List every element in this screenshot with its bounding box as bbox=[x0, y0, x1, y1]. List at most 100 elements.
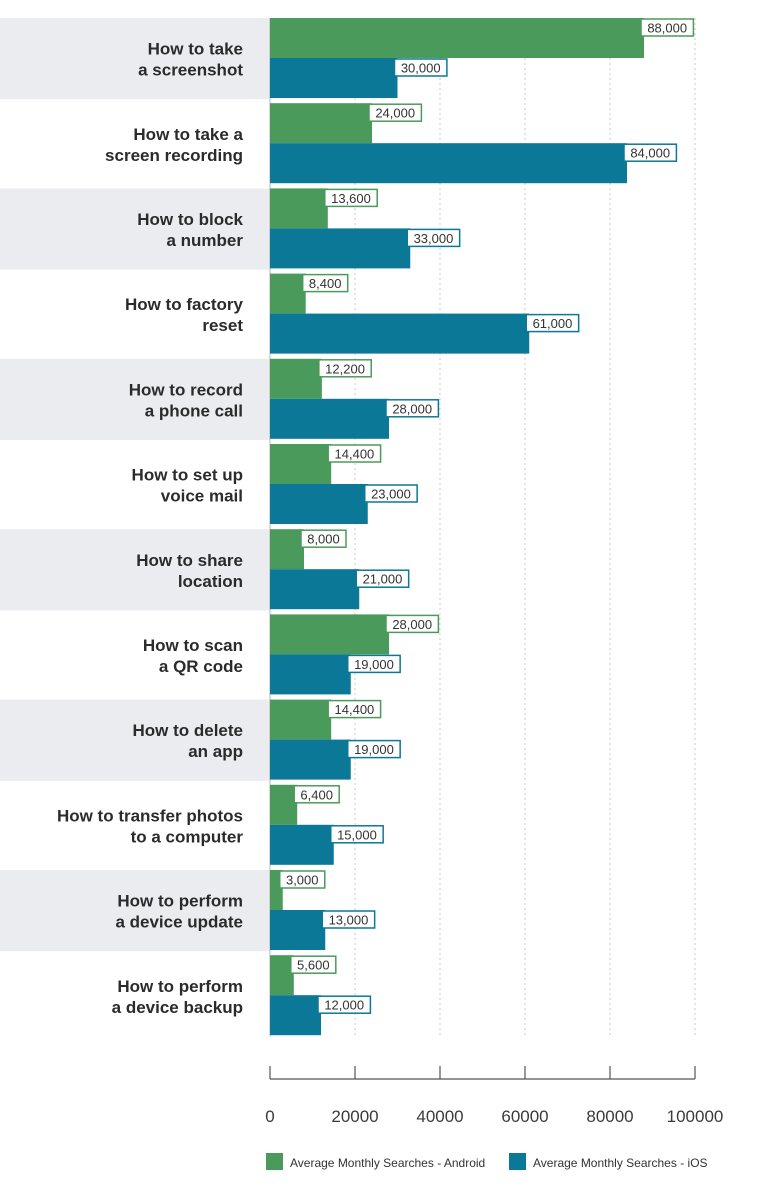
data-label: 5,600 bbox=[297, 958, 330, 973]
x-axis: 0 20000 40000 60000 80000 100000 bbox=[265, 1066, 723, 1126]
category-labels: How to take a screenshot How to take a scre… bbox=[57, 40, 244, 1017]
data-label-box bbox=[385, 614, 440, 634]
bar bbox=[270, 955, 294, 996]
category-label: How to perform bbox=[117, 892, 243, 911]
x-tick-label: 20000 bbox=[331, 1107, 378, 1126]
bars: 88,000 30,000 24,000 84,000 13,600 33,000 8,40… bbox=[270, 18, 695, 1036]
data-label-box bbox=[368, 103, 423, 122]
data-label: 12,200 bbox=[325, 361, 365, 376]
category-band bbox=[0, 870, 270, 952]
category-label: an app bbox=[188, 742, 243, 761]
data-label-box bbox=[525, 313, 580, 333]
category-label: How to scan bbox=[143, 636, 243, 655]
data-label: 8,400 bbox=[309, 276, 342, 291]
data-label-box bbox=[393, 58, 448, 77]
bar bbox=[270, 358, 322, 399]
category-label: a screenshot bbox=[138, 61, 243, 80]
bar bbox=[270, 529, 304, 570]
category-label: How to delete bbox=[132, 721, 243, 740]
data-label: 24,000 bbox=[375, 106, 415, 121]
data-label: 61,000 bbox=[533, 316, 573, 331]
category-label: How to perform bbox=[117, 977, 243, 996]
category-label: a QR code bbox=[159, 657, 243, 676]
data-label: 14,400 bbox=[335, 447, 375, 462]
category-label: location bbox=[178, 572, 243, 591]
bar bbox=[270, 273, 306, 314]
category-label: How to share bbox=[136, 551, 243, 570]
category-label: screen recording bbox=[105, 146, 243, 165]
data-label-box bbox=[300, 529, 347, 548]
data-label-box bbox=[347, 739, 401, 759]
category-band bbox=[0, 358, 270, 440]
data-label: 19,000 bbox=[354, 657, 394, 672]
data-label: 21,000 bbox=[363, 572, 403, 587]
category-band bbox=[0, 18, 270, 100]
x-tick-label: 60000 bbox=[501, 1107, 548, 1126]
category-band bbox=[0, 699, 270, 781]
data-label: 8,000 bbox=[307, 532, 340, 547]
bar bbox=[270, 228, 411, 269]
data-label: 15,000 bbox=[337, 827, 377, 842]
category-band bbox=[0, 188, 270, 270]
data-label-box bbox=[301, 273, 349, 293]
x-tick-label: 100000 bbox=[667, 1107, 724, 1126]
x-tick-label: 80000 bbox=[586, 1107, 633, 1126]
data-label: 84,000 bbox=[630, 146, 670, 161]
category-label: a number bbox=[166, 231, 243, 250]
data-label: 23,000 bbox=[371, 487, 411, 502]
data-label-box bbox=[321, 910, 376, 929]
legend-swatch bbox=[509, 1153, 526, 1170]
bar bbox=[270, 739, 351, 780]
legend-label: Average Monthly Searches - Android bbox=[290, 1156, 485, 1170]
bar bbox=[270, 569, 360, 610]
data-label: 12,000 bbox=[324, 998, 364, 1013]
data-label-box bbox=[327, 699, 382, 719]
data-label-box bbox=[324, 188, 378, 208]
category-label: How to take a bbox=[133, 125, 243, 144]
category-label: How to block bbox=[137, 210, 243, 229]
bar bbox=[270, 18, 644, 58]
data-label: 28,000 bbox=[392, 401, 432, 416]
bar bbox=[270, 58, 398, 98]
data-label: 28,000 bbox=[392, 617, 432, 632]
category-label: voice mail bbox=[161, 487, 243, 506]
bar bbox=[270, 910, 326, 950]
data-label-box bbox=[330, 825, 384, 844]
bar bbox=[270, 188, 328, 229]
x-tick-label: 40000 bbox=[416, 1107, 463, 1126]
data-label: 14,400 bbox=[335, 702, 375, 717]
bar bbox=[270, 398, 389, 439]
gridlines bbox=[269, 18, 696, 1037]
data-label-box bbox=[406, 228, 461, 248]
data-label-box bbox=[347, 654, 401, 674]
legend-label: Average Monthly Searches - iOS bbox=[533, 1156, 708, 1170]
data-label: 3,000 bbox=[286, 873, 319, 888]
data-label-box bbox=[290, 955, 337, 974]
data-label-box bbox=[318, 359, 373, 378]
data-label: 13,000 bbox=[329, 913, 369, 928]
bar bbox=[270, 995, 321, 1036]
data-label: 19,000 bbox=[354, 742, 394, 757]
data-label-box bbox=[640, 18, 695, 37]
bar bbox=[270, 784, 298, 825]
data-label-box bbox=[364, 484, 418, 503]
category-band bbox=[0, 529, 270, 611]
category-bands bbox=[0, 18, 270, 952]
category-label: a device backup bbox=[112, 998, 243, 1017]
data-label: 30,000 bbox=[401, 61, 441, 76]
legend-swatch bbox=[266, 1153, 283, 1170]
category-label: reset bbox=[202, 316, 243, 335]
data-label-box bbox=[279, 870, 326, 889]
category-label: How to set up bbox=[132, 466, 243, 485]
bar bbox=[270, 313, 530, 354]
bar bbox=[270, 824, 334, 865]
data-label-box bbox=[355, 569, 410, 588]
category-label: How to factory bbox=[125, 295, 244, 314]
data-label: 13,600 bbox=[331, 191, 371, 206]
data-label-box bbox=[327, 444, 382, 463]
bar bbox=[270, 484, 368, 524]
data-label: 88,000 bbox=[647, 21, 687, 36]
legend: Average Monthly Searches - Android Averag… bbox=[266, 1153, 708, 1170]
bar bbox=[270, 654, 351, 695]
category-label: a phone call bbox=[145, 401, 243, 420]
